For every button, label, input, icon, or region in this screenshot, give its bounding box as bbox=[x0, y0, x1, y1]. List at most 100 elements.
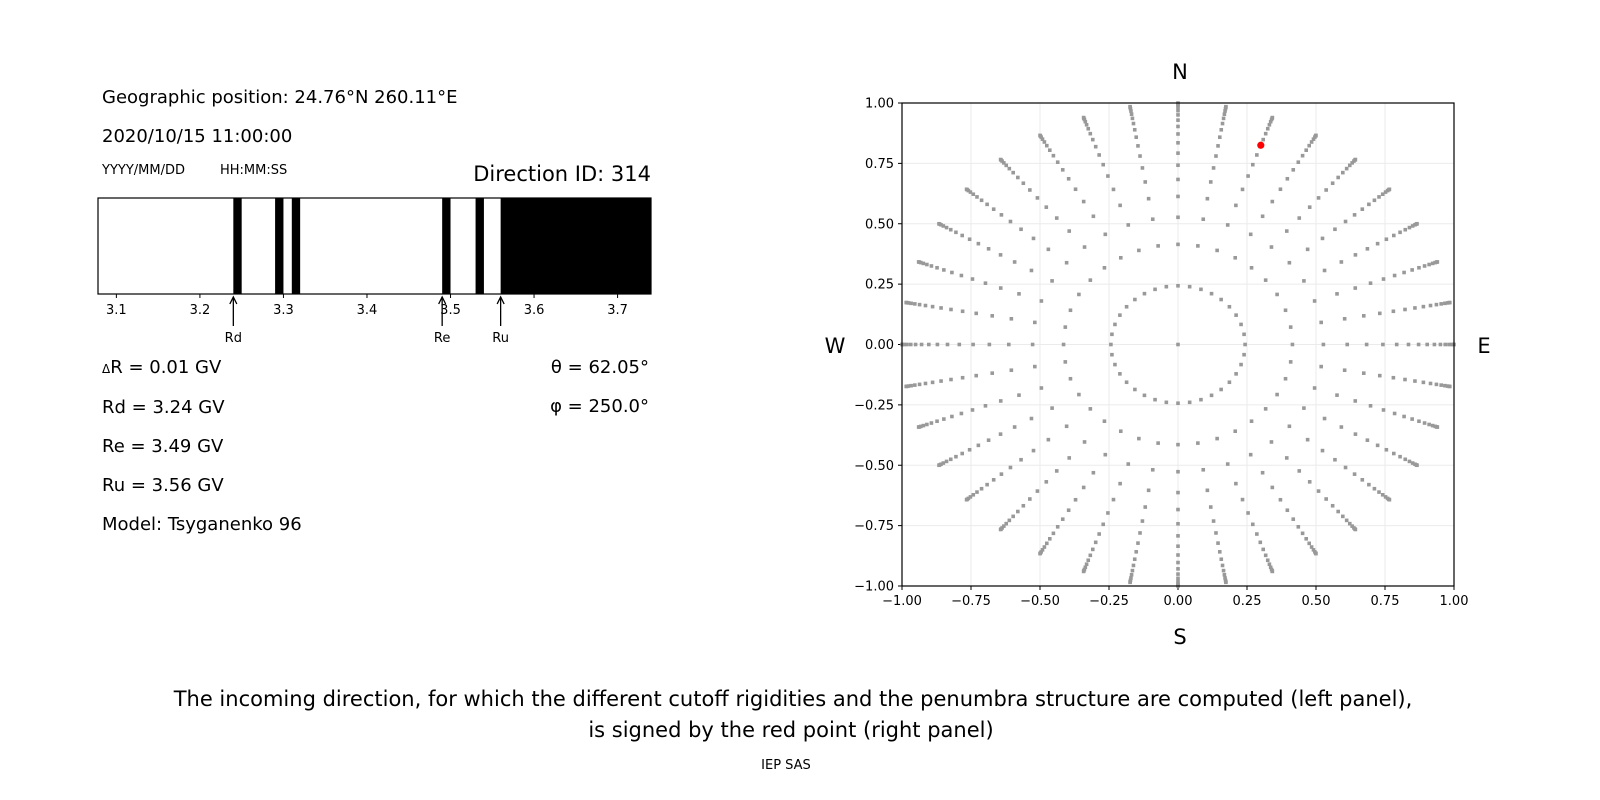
grid-point bbox=[1316, 489, 1321, 493]
grid-point bbox=[1255, 532, 1259, 536]
grid-point bbox=[1208, 180, 1213, 184]
grid-point bbox=[925, 422, 929, 427]
grid-point bbox=[1243, 342, 1247, 347]
grid-point bbox=[1176, 215, 1180, 220]
grid-point bbox=[976, 443, 981, 448]
grid-point bbox=[960, 233, 965, 238]
grid-point bbox=[960, 375, 965, 380]
grid-point bbox=[1263, 278, 1268, 282]
grid-point bbox=[1035, 196, 1040, 200]
grid-point bbox=[1176, 469, 1180, 474]
grid-point bbox=[1140, 519, 1145, 523]
grid-point bbox=[1330, 181, 1335, 186]
grid-point bbox=[1307, 143, 1312, 148]
grid-point bbox=[987, 342, 992, 347]
grid-point bbox=[1134, 550, 1139, 554]
grid-point bbox=[1133, 387, 1137, 392]
grid-point bbox=[939, 306, 943, 310]
grid-point bbox=[1176, 141, 1180, 145]
grid-point bbox=[1084, 562, 1089, 567]
grid-point bbox=[948, 227, 953, 232]
grid-point bbox=[945, 342, 950, 347]
grid-point bbox=[1307, 480, 1312, 484]
grid-point bbox=[1447, 300, 1452, 305]
grid-point bbox=[964, 187, 969, 192]
grid-point bbox=[1038, 551, 1042, 556]
grid-point bbox=[1304, 148, 1309, 152]
grid-point bbox=[1375, 443, 1380, 448]
grid-point bbox=[1383, 190, 1388, 194]
grid-point bbox=[1118, 203, 1122, 208]
grid-point bbox=[1368, 281, 1373, 285]
grid-point bbox=[1156, 244, 1160, 248]
grid-point bbox=[1081, 485, 1086, 490]
caption-line-2: is signed by the red point (right panel) bbox=[588, 718, 993, 742]
grid-point bbox=[1321, 342, 1326, 347]
grid-point bbox=[998, 399, 1003, 403]
grid-point bbox=[1367, 202, 1371, 207]
grid-point bbox=[1319, 320, 1323, 325]
grid-point bbox=[1110, 352, 1114, 357]
grid-point bbox=[1039, 386, 1044, 390]
grid-point bbox=[1261, 137, 1266, 142]
grid-point bbox=[959, 411, 964, 416]
grid-point bbox=[1156, 441, 1160, 445]
grid-point bbox=[1146, 196, 1151, 201]
grid-point bbox=[1017, 393, 1021, 397]
grid-point bbox=[1320, 448, 1325, 453]
grid-point bbox=[1403, 457, 1408, 462]
grid-point bbox=[1381, 277, 1386, 281]
grid-point bbox=[1302, 406, 1306, 410]
grid-point bbox=[1268, 119, 1273, 124]
grid-point bbox=[1063, 325, 1068, 329]
grid-point bbox=[1067, 456, 1072, 460]
grid-point bbox=[1012, 260, 1017, 264]
grid-point bbox=[1064, 260, 1069, 265]
grid-point bbox=[1129, 112, 1134, 117]
grid-point bbox=[1004, 163, 1009, 168]
grid-point bbox=[1296, 525, 1301, 529]
grid-point bbox=[1417, 265, 1421, 270]
y-tick-label: −1.00 bbox=[854, 580, 894, 595]
grid-point bbox=[1387, 497, 1392, 502]
grid-point bbox=[1054, 216, 1059, 220]
delta-symbol: Δ bbox=[102, 362, 111, 376]
grid-point bbox=[1176, 342, 1180, 347]
grid-point bbox=[1205, 488, 1210, 493]
grid-point bbox=[960, 309, 965, 314]
grid-point bbox=[1284, 229, 1289, 233]
grid-point bbox=[1176, 442, 1180, 447]
grid-point bbox=[919, 342, 924, 347]
grid-point bbox=[1377, 490, 1381, 494]
grid-point bbox=[1106, 174, 1110, 178]
y-tick-label: 1.00 bbox=[865, 97, 894, 112]
grid-point bbox=[1403, 307, 1407, 312]
ru-value: Ru = 3.56 GV bbox=[102, 475, 224, 496]
grid-point bbox=[1142, 393, 1147, 398]
grid-point bbox=[1283, 308, 1288, 313]
compass-north: N bbox=[1172, 60, 1188, 84]
grid-point bbox=[1196, 244, 1200, 248]
grid-point bbox=[1201, 467, 1206, 472]
grid-point bbox=[1205, 196, 1210, 201]
grid-point bbox=[1176, 507, 1180, 512]
x-tick-label: 0.75 bbox=[1371, 594, 1400, 609]
grid-point bbox=[1017, 292, 1021, 296]
grid-point bbox=[1368, 404, 1373, 408]
marker-label: Re bbox=[434, 331, 450, 346]
theta-value: θ = 62.05° bbox=[551, 357, 649, 378]
grid-point bbox=[970, 408, 975, 412]
grid-point bbox=[1113, 322, 1117, 327]
grid-point bbox=[939, 379, 943, 383]
grid-point bbox=[1088, 131, 1093, 136]
grid-point bbox=[1044, 541, 1049, 546]
grid-point bbox=[1288, 325, 1293, 329]
grid-point bbox=[1143, 505, 1148, 509]
grid-point bbox=[1443, 383, 1447, 388]
grid-point bbox=[1019, 457, 1023, 462]
grid-point bbox=[1430, 423, 1435, 428]
grid-point bbox=[1312, 386, 1317, 390]
grid-point bbox=[1222, 572, 1227, 577]
grid-point bbox=[1176, 579, 1180, 584]
grid-point bbox=[1130, 116, 1135, 121]
